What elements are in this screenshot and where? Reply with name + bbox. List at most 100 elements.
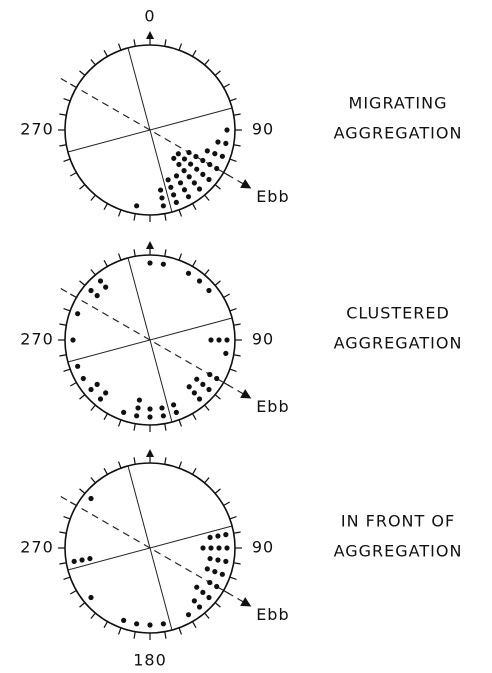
observation-dot <box>223 140 229 146</box>
rim-tick <box>133 457 136 465</box>
observation-dot <box>173 173 180 179</box>
angle-label: 90 <box>252 538 274 557</box>
observation-dot <box>134 621 140 627</box>
observation-dot <box>212 150 218 157</box>
observation-dot <box>206 287 212 294</box>
rim-tick <box>103 621 109 628</box>
observation-dot <box>224 127 230 133</box>
observation-dot <box>188 161 194 167</box>
rim-tick <box>103 468 109 475</box>
observation-dot <box>75 363 81 369</box>
observation-dot <box>186 174 192 180</box>
angle-label: 270 <box>20 538 54 557</box>
observation-dot <box>159 195 165 201</box>
observation-dot <box>186 384 192 390</box>
observation-dot <box>200 545 206 551</box>
rim-tick <box>191 468 197 475</box>
observation-dot <box>207 371 213 378</box>
observation-dot <box>215 557 221 563</box>
rim-tick <box>133 213 136 221</box>
rim-tick <box>59 354 67 357</box>
ebb-label: Ebb <box>256 397 289 416</box>
observation-dot <box>204 566 210 572</box>
rim-tick <box>204 269 210 276</box>
observation-dot <box>147 414 153 420</box>
rim-tick <box>229 158 237 163</box>
angle-label: 0 <box>144 7 155 26</box>
rim-tick <box>178 209 183 217</box>
rim-tick <box>233 531 241 534</box>
observation-dot <box>214 375 220 382</box>
observation-dot <box>194 166 200 172</box>
observation-dot <box>207 555 213 562</box>
observation-dot <box>206 176 212 183</box>
rim-tick <box>59 323 67 326</box>
rim-tick <box>79 602 86 608</box>
ebb-arrow <box>240 179 252 189</box>
observation-dot <box>97 396 104 402</box>
rim-tick <box>117 419 122 427</box>
rim-tick <box>63 97 71 102</box>
observation-dot <box>181 168 187 174</box>
rim-tick <box>214 602 221 608</box>
rim-tick <box>103 203 109 210</box>
rim-tick <box>233 113 241 116</box>
rim-tick <box>233 354 241 357</box>
rim-tick <box>70 381 77 387</box>
observation-dot <box>71 558 77 564</box>
observation-dot <box>186 149 192 156</box>
observation-dot <box>173 199 179 205</box>
observation-dot <box>223 558 229 564</box>
rim-tick <box>191 413 197 420</box>
ebb-arrow <box>240 389 252 399</box>
rim-tick <box>70 589 77 595</box>
observation-dot <box>165 177 171 183</box>
observation-dot <box>160 261 166 267</box>
rim-tick <box>178 461 183 469</box>
observation-dot <box>215 533 221 539</box>
observation-dot <box>160 413 166 419</box>
angle-label: 90 <box>252 120 274 139</box>
observation-dot <box>181 156 188 162</box>
panel-title: AGGREGATION <box>334 334 463 353</box>
rim-tick <box>133 631 136 639</box>
observation-dot <box>207 579 213 586</box>
rim-tick <box>133 423 136 431</box>
observation-dot <box>208 337 214 343</box>
observation-dot <box>207 161 213 168</box>
observation-dot <box>94 381 100 387</box>
rim-tick <box>204 404 210 411</box>
observation-dot <box>206 594 212 601</box>
rim-tick <box>164 457 167 465</box>
rim-tick <box>63 515 71 520</box>
observation-dot <box>207 534 213 541</box>
rim-tick <box>233 562 241 565</box>
rim-tick <box>178 253 183 261</box>
rim-tick <box>103 413 109 420</box>
observation-dot <box>196 278 203 284</box>
observation-dot <box>216 337 222 343</box>
observation-dot <box>196 396 203 402</box>
rim-tick <box>103 50 109 57</box>
observation-dot <box>70 337 76 343</box>
rim-tick <box>117 461 122 469</box>
observation-dot <box>196 186 203 192</box>
rim-tick <box>164 249 167 257</box>
observation-dot <box>208 545 214 551</box>
north-arrow <box>146 241 154 249</box>
observation-dot <box>134 203 140 209</box>
rim-tick <box>229 576 237 581</box>
rim-tick <box>79 70 86 76</box>
observation-dot <box>224 545 230 551</box>
observation-dot <box>185 270 192 276</box>
observation-dot <box>200 381 206 387</box>
rim-tick <box>178 43 183 51</box>
observation-dot <box>196 604 203 610</box>
observation-dot <box>168 184 174 190</box>
rim-tick <box>79 394 86 400</box>
rim-tick <box>90 477 96 484</box>
ebb-arrow <box>240 597 252 607</box>
rim-tick <box>214 70 221 76</box>
rim-tick <box>59 113 67 116</box>
